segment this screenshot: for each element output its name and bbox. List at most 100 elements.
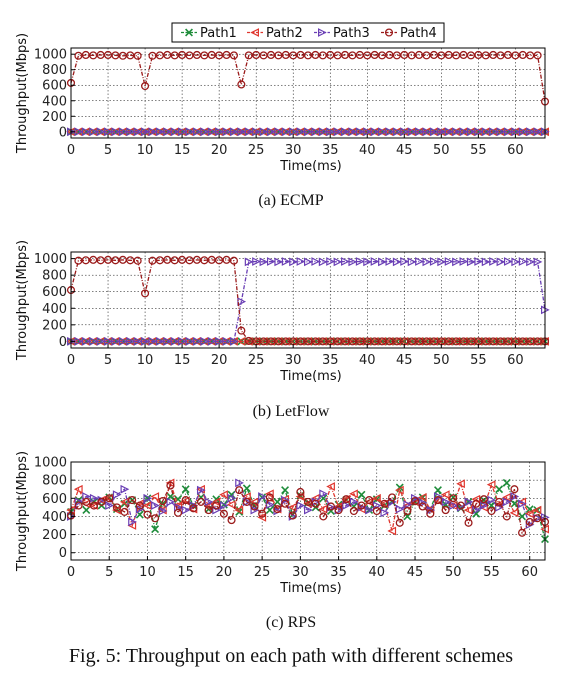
marker-triangle-right bbox=[415, 257, 424, 266]
marker-circle bbox=[449, 494, 458, 503]
marker-circle bbox=[533, 51, 542, 60]
marker-triangle-right bbox=[296, 257, 306, 266]
marker-circle bbox=[395, 518, 404, 527]
marker-triangle-left bbox=[372, 493, 381, 503]
marker-triangle-right bbox=[385, 257, 395, 266]
marker-circle bbox=[487, 506, 496, 516]
marker-circle bbox=[342, 495, 351, 504]
y-tick-label: 800 bbox=[42, 474, 67, 489]
y-tick-label: 600 bbox=[42, 285, 67, 300]
marker-triangle-right bbox=[415, 127, 424, 137]
marker-triangle-right bbox=[400, 127, 410, 137]
legend-item-path1: Path1 bbox=[181, 26, 237, 41]
marker-circle bbox=[141, 289, 150, 298]
marker-circle bbox=[311, 499, 320, 508]
series-line-path2 bbox=[70, 480, 546, 532]
caption-c: (c) RPS bbox=[265, 614, 317, 631]
marker-triangle-right bbox=[74, 127, 84, 137]
marker-triangle-right bbox=[235, 478, 244, 488]
marker-triangle-right bbox=[274, 257, 284, 267]
marker-circle bbox=[357, 501, 366, 510]
marker-triangle-right bbox=[496, 257, 506, 267]
marker-triangle-right bbox=[181, 505, 191, 515]
x-tick-label: 5 bbox=[105, 565, 113, 580]
marker-triangle-right bbox=[163, 337, 173, 346]
marker-triangle-right bbox=[403, 500, 413, 510]
x-tick-label: 45 bbox=[396, 143, 413, 158]
marker-circle bbox=[258, 509, 267, 518]
marker-circle bbox=[204, 506, 213, 515]
marker-circle bbox=[319, 512, 328, 521]
marker-x bbox=[472, 509, 481, 518]
marker-triangle-left bbox=[73, 484, 83, 494]
marker-x bbox=[281, 486, 290, 495]
x-tick-label: 35 bbox=[322, 143, 339, 158]
marker-circle bbox=[472, 499, 481, 508]
marker-triangle-right bbox=[511, 127, 521, 137]
caption-a: (a) ECMP bbox=[258, 192, 324, 209]
marker-triangle-right bbox=[496, 127, 506, 137]
marker-triangle-right bbox=[237, 297, 247, 307]
marker-triangle-right bbox=[265, 500, 275, 510]
series-path3 bbox=[67, 257, 550, 346]
marker-circle bbox=[219, 509, 228, 518]
marker-triangle-right bbox=[304, 257, 313, 267]
marker-triangle-right bbox=[466, 257, 476, 267]
marker-circle bbox=[456, 501, 465, 510]
marker-triangle-right bbox=[135, 504, 145, 514]
y-axis-label: Throughput(Mbps) bbox=[15, 240, 30, 361]
marker-triangle-right bbox=[281, 127, 291, 137]
marker-circle bbox=[510, 485, 519, 494]
marker-triangle-right bbox=[326, 127, 335, 137]
marker-triangle-right bbox=[474, 127, 484, 137]
marker-triangle-right bbox=[363, 127, 372, 137]
x-tick-label: 40 bbox=[359, 353, 376, 368]
marker-triangle-right bbox=[311, 127, 321, 137]
marker-x bbox=[174, 495, 182, 504]
marker-triangle-right bbox=[111, 127, 121, 137]
marker-triangle-right bbox=[158, 506, 168, 516]
chart-panel-1: 0 5 10 15 20 25 30 35 40 45 50 55 600200400600800100… bbox=[15, 240, 550, 384]
marker-circle bbox=[326, 502, 335, 511]
marker-triangle-right bbox=[380, 508, 390, 518]
marker-triangle-right bbox=[74, 497, 84, 507]
marker-triangle-right bbox=[96, 127, 106, 137]
x-tick-label: 0 bbox=[67, 143, 75, 158]
legend-box bbox=[171, 22, 445, 43]
x-tick-label: 35 bbox=[322, 353, 339, 368]
marker-circle bbox=[189, 504, 198, 513]
marker-triangle-right bbox=[355, 127, 365, 137]
marker-triangle-right bbox=[319, 489, 329, 499]
marker-x bbox=[502, 478, 511, 487]
marker-triangle-right bbox=[250, 505, 260, 515]
marker-triangle-right bbox=[378, 127, 387, 137]
marker-triangle-right bbox=[281, 257, 291, 266]
legend: Path1 Path2 Path3 Path4 bbox=[171, 22, 445, 43]
marker-triangle-right bbox=[219, 501, 229, 510]
marker-circle bbox=[433, 496, 443, 505]
marker-x bbox=[181, 485, 190, 494]
marker-triangle-right bbox=[365, 505, 374, 515]
marker-x bbox=[495, 485, 504, 494]
marker-triangle-right bbox=[318, 127, 328, 137]
y-tick-label: 400 bbox=[42, 510, 67, 525]
marker-triangle-right bbox=[74, 337, 84, 346]
marker-triangle-left bbox=[257, 512, 267, 522]
marker-triangle-right bbox=[511, 257, 521, 267]
marker-triangle-left bbox=[326, 482, 335, 491]
marker-triangle-right bbox=[333, 257, 343, 267]
series-line-path4 bbox=[70, 54, 546, 102]
x-tick-label: 20 bbox=[211, 353, 228, 368]
marker-triangle-right bbox=[304, 505, 313, 515]
marker-triangle-right bbox=[341, 127, 350, 137]
marker-triangle-right bbox=[281, 495, 290, 505]
marker-triangle-right bbox=[333, 127, 343, 137]
x-tick-label: 5 bbox=[104, 353, 112, 368]
marker-x bbox=[185, 28, 193, 37]
marker-circle bbox=[133, 256, 142, 265]
marker-triangle-right bbox=[444, 127, 454, 137]
marker-triangle-right bbox=[370, 257, 380, 266]
marker-triangle-right bbox=[266, 257, 276, 266]
marker-triangle-right bbox=[342, 501, 351, 510]
marker-circle bbox=[212, 501, 221, 510]
